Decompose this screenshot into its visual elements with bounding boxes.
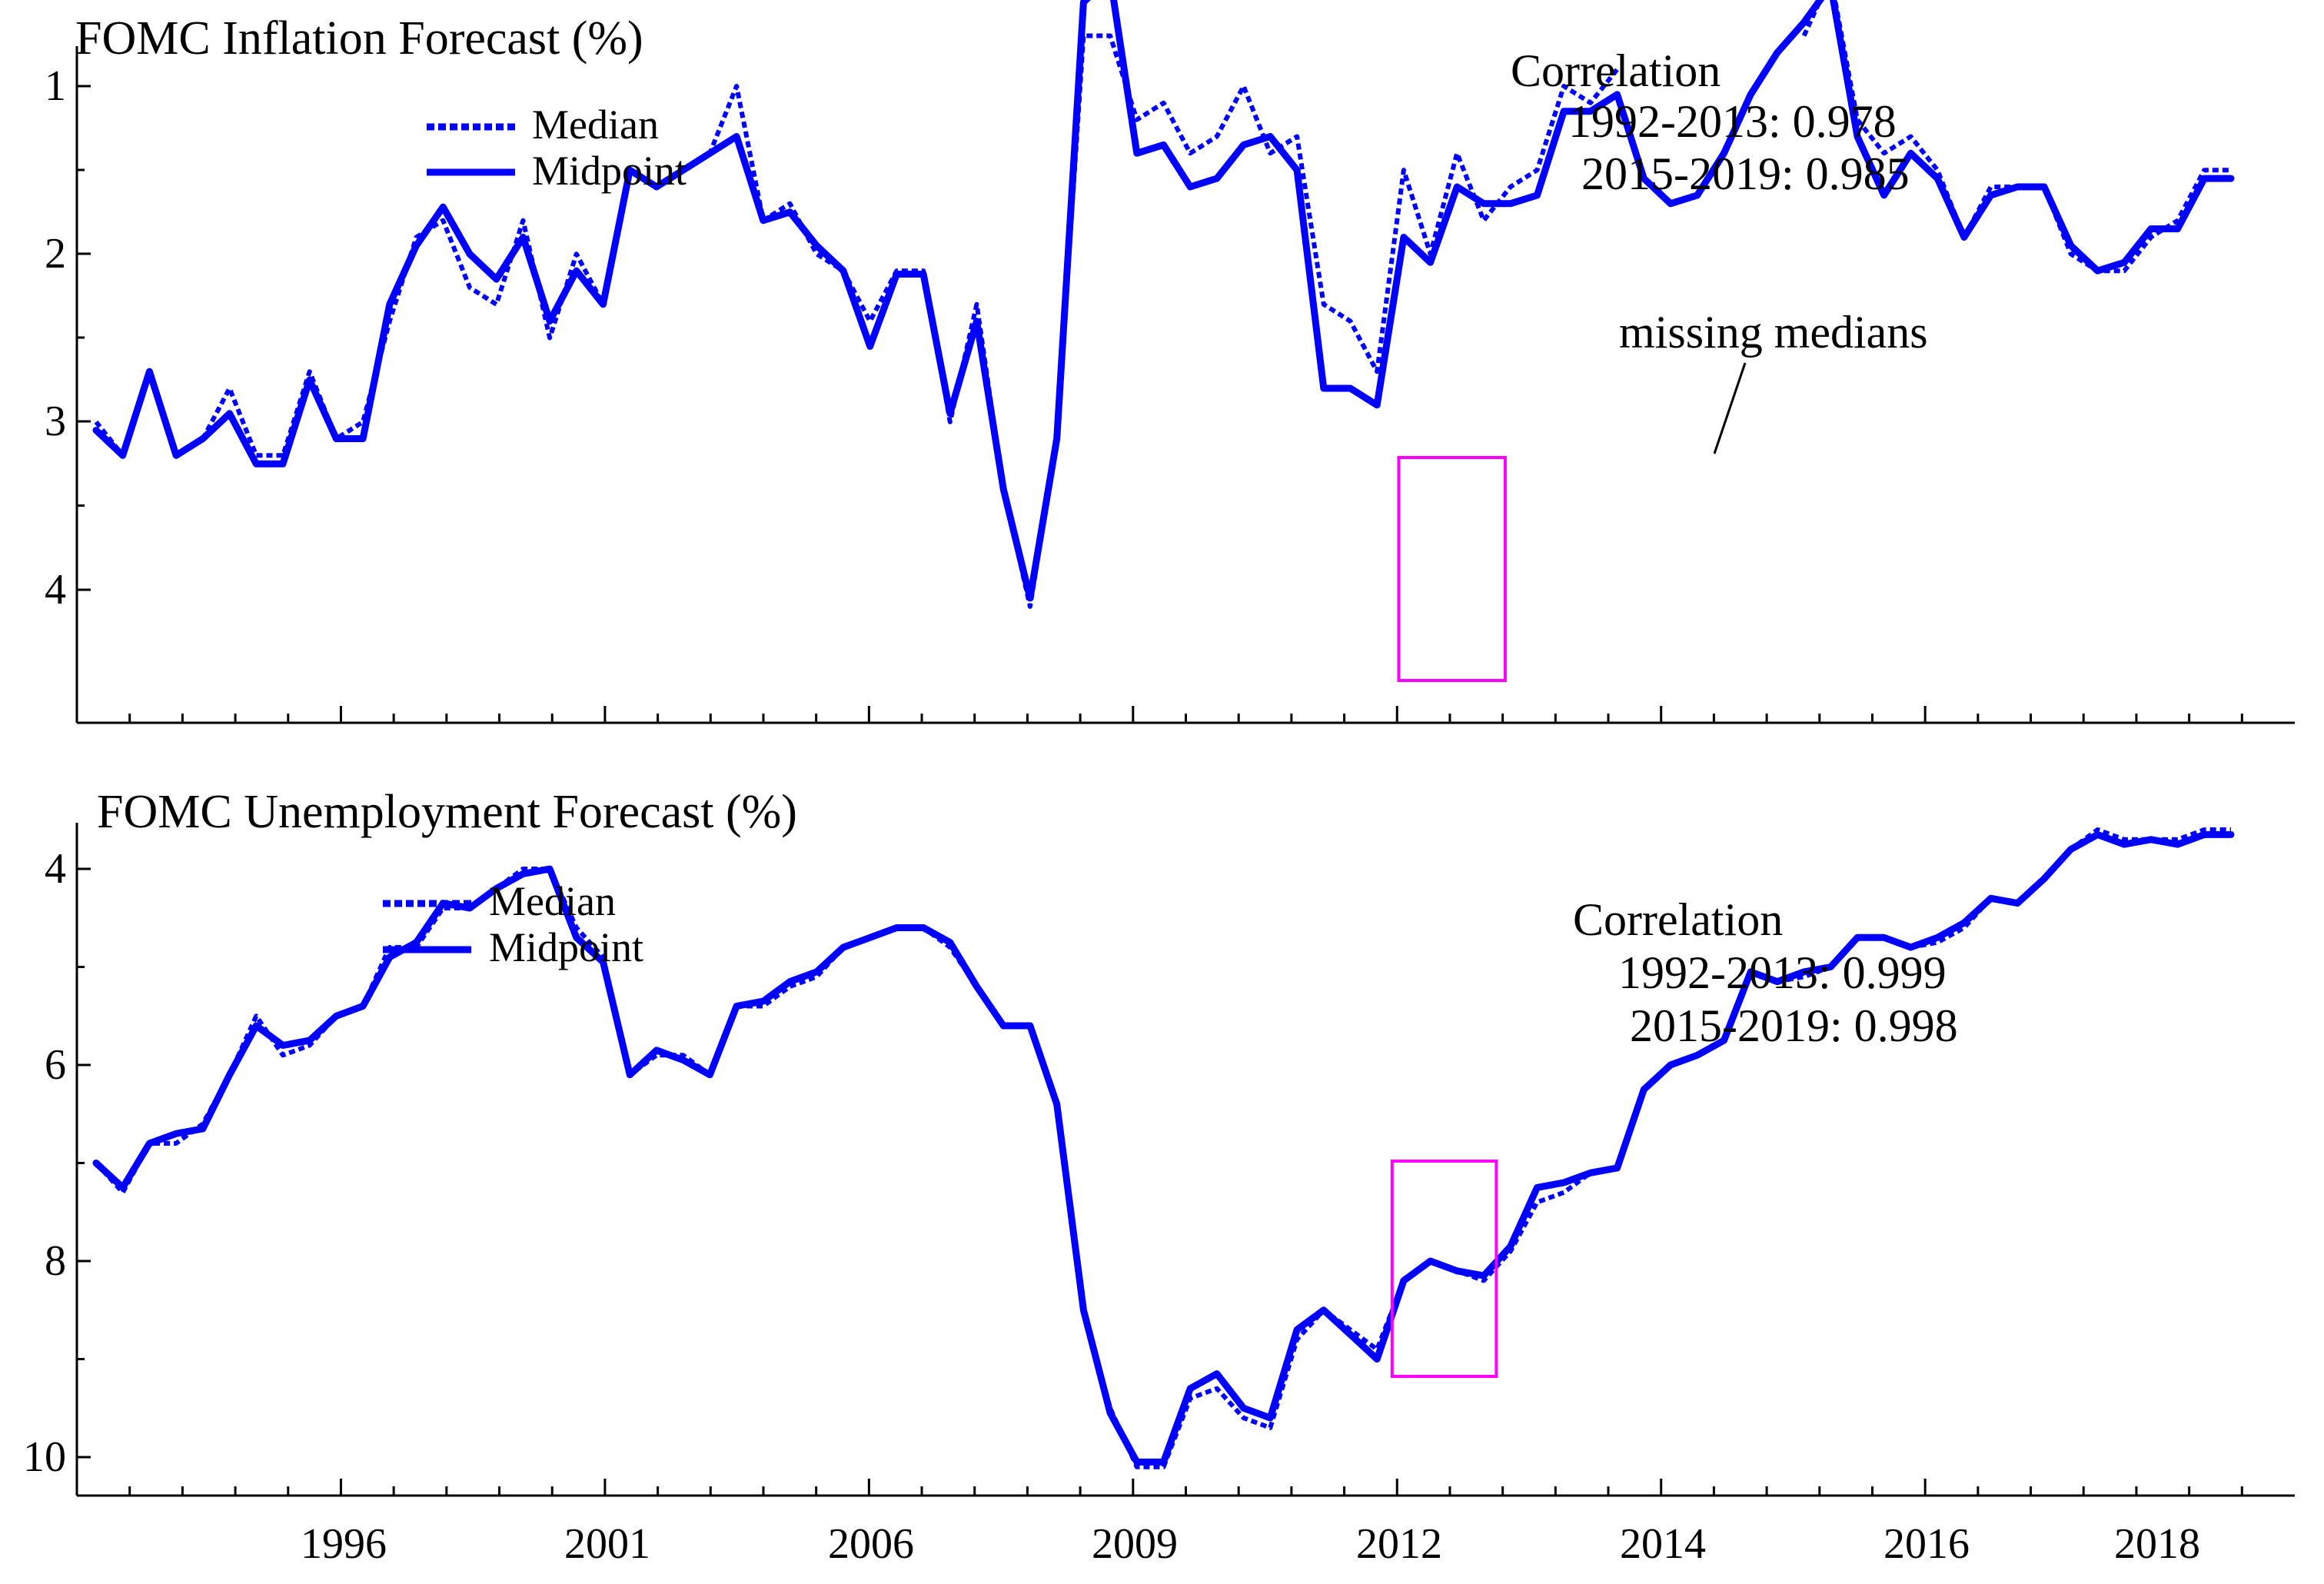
correlation-line-1-lower: 1992-2013: 0.999 xyxy=(1618,947,1947,998)
correlation-line-2-lower: 2015-2019: 0.998 xyxy=(1630,1000,1958,1051)
y-tick-label: 1 xyxy=(45,62,66,110)
series-line-midpoint xyxy=(92,830,2235,1466)
x-axis-labels: 1996 2001 2006 2009 2012 2014 2016 2018 xyxy=(301,1520,2200,1568)
inflation-series-group xyxy=(92,0,2235,609)
x-tick-label: 2012 xyxy=(1356,1520,1442,1568)
y-tick-label: 8 xyxy=(45,1237,66,1285)
legend-midpoint-label-lower: Midpoint xyxy=(489,924,643,970)
inflation-panel: FOMC Inflation Forecast (%) 1 2 3 4 missing… xyxy=(45,0,2295,724)
unemployment-series-group xyxy=(92,827,2235,1469)
x-tick-label: 1996 xyxy=(301,1520,387,1568)
unemployment-correlation-box: Correlation 1992-2013: 0.999 2015-2019: … xyxy=(1573,894,1958,1051)
unemployment-axes: 4 6 8 10 xyxy=(23,823,2295,1497)
missing-medians-box xyxy=(1397,456,1507,682)
x-tick-label: 2006 xyxy=(828,1520,914,1568)
y-tick-label: 4 xyxy=(45,566,66,614)
unemployment-chart-title: FOMC Unemployment Forecast (%) xyxy=(97,786,797,838)
y-tick-label: 4 xyxy=(45,845,66,893)
x-tick-label: 2014 xyxy=(1620,1520,1706,1568)
inflation-correlation-box: Correlation 1992-2013: 0.978 2015-2019: … xyxy=(1511,45,1910,199)
legend-midpoint-label: Midpoint xyxy=(532,148,687,194)
correlation-line-1: 1992-2013: 0.978 xyxy=(1568,96,1897,147)
x-tick-label: 2009 xyxy=(1092,1520,1178,1568)
missing-medians-annotation: missing medians xyxy=(1619,307,1928,358)
y-tick-label: 2 xyxy=(45,230,66,278)
correlation-title: Correlation xyxy=(1511,45,1721,96)
series-line-median xyxy=(94,0,2231,609)
unemployment-legend: Median Midpoint xyxy=(383,878,643,970)
correlation-title-lower: Correlation xyxy=(1573,894,1783,945)
missing-medians-pointer xyxy=(1713,362,1747,454)
y-tick-label: 3 xyxy=(45,398,66,445)
series-line-median xyxy=(94,827,2231,1469)
series-line-midpoint xyxy=(92,0,2235,602)
inflation-chart-title: FOMC Inflation Forecast (%) xyxy=(75,12,643,65)
missing-medians-box-lower xyxy=(1390,1160,1498,1378)
legend-median-label-lower: Median xyxy=(489,878,616,924)
unemployment-panel: FOMC Unemployment Forecast (%) 4 6 8 10 Med… xyxy=(23,786,2295,1497)
x-tick-label: 2016 xyxy=(1883,1520,1970,1568)
x-tick-label: 2018 xyxy=(2114,1520,2200,1568)
legend-median-label: Median xyxy=(532,101,659,148)
inflation-axes: 1 2 3 4 xyxy=(45,46,2295,724)
x-tick-label: 2001 xyxy=(564,1520,650,1568)
inflation-legend: Median Midpoint xyxy=(427,101,687,194)
y-tick-label: 6 xyxy=(45,1041,66,1089)
y-tick-label: 10 xyxy=(23,1433,66,1481)
correlation-line-2: 2015-2019: 0.985 xyxy=(1581,148,1910,199)
